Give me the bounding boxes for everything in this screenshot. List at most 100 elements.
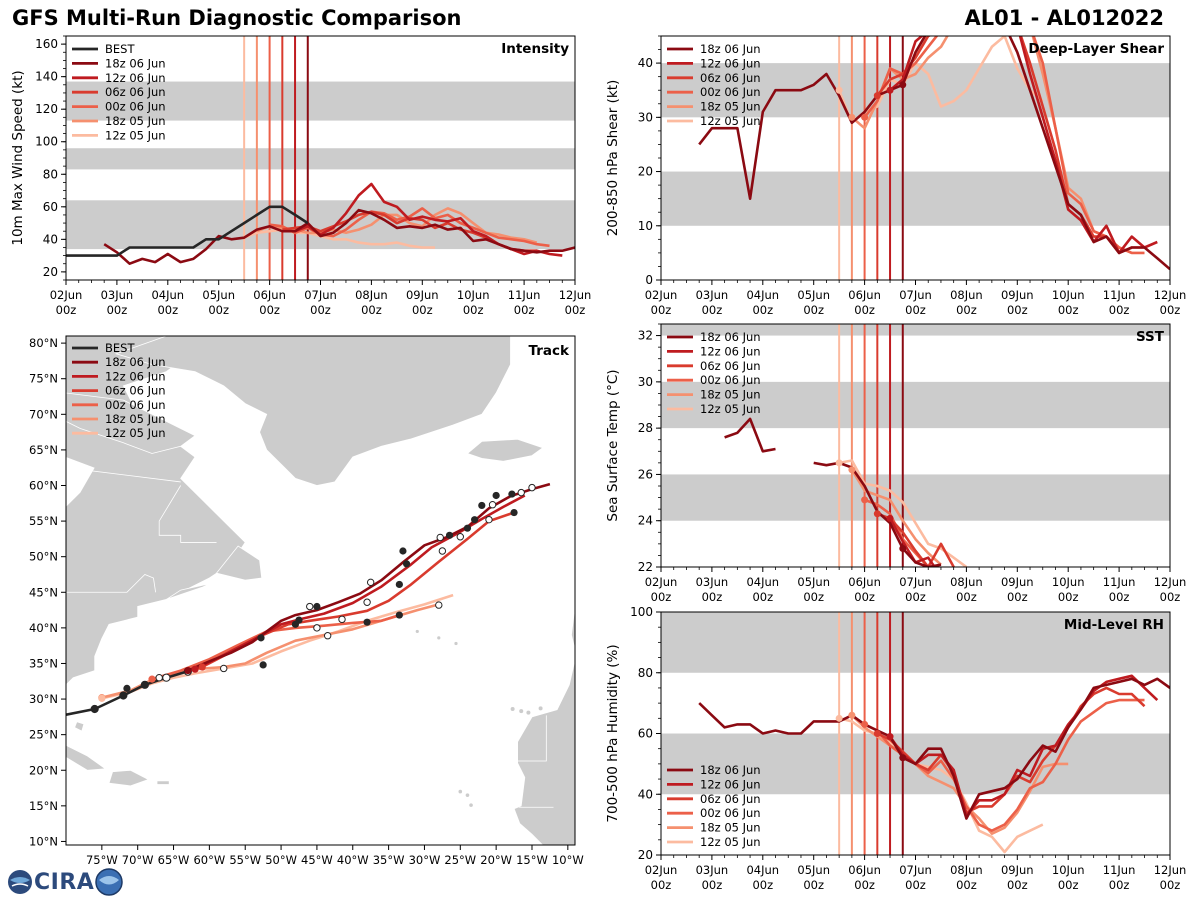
- x-tick-label: 03Jun: [696, 863, 729, 877]
- init-point: [861, 720, 869, 728]
- y-axis-label: 700-500 hPa Humidity (%): [605, 644, 621, 822]
- best-track-point: [119, 691, 128, 700]
- init-point: [886, 733, 894, 741]
- bahamas: [74, 721, 85, 732]
- globe-icon: [8, 870, 32, 894]
- panel-intensity: 2040608010012014016002Jun00z03Jun00z04Ju…: [10, 35, 592, 317]
- w-sahara-border: [517, 715, 547, 762]
- track-point-open: [306, 602, 314, 611]
- lon-tick-label: 40°W: [337, 853, 369, 867]
- x-tick-sublabel: 00z: [412, 303, 433, 317]
- x-tick-sublabel: 00z: [803, 878, 824, 892]
- track-point-open: [220, 664, 228, 673]
- x-tick-sublabel: 00z: [905, 303, 926, 317]
- init-point: [835, 459, 843, 467]
- series-12z-06-Jun: [889, 36, 1158, 255]
- track-point-open: [313, 624, 321, 632]
- lon-tick-label: 65°W: [158, 853, 190, 867]
- x-tick-sublabel: 00z: [752, 878, 773, 892]
- x-tick-label: 06Jun: [848, 288, 881, 302]
- track-point-open: [366, 578, 375, 587]
- legend-label: 06z 06 Jun: [700, 792, 761, 806]
- legend-label: 12z 06 Jun: [700, 56, 761, 70]
- init-point: [873, 510, 881, 518]
- panel-sst: 22242628303202Jun00z03Jun00z04Jun00z05Ju…: [605, 323, 1186, 604]
- x-tick-label: 09Jun: [1001, 288, 1034, 302]
- track-point-open: [528, 483, 536, 492]
- x-tick-sublabel: 00z: [565, 303, 586, 317]
- x-tick-sublabel: 00z: [1109, 878, 1130, 892]
- legend-label: 06z 06 Jun: [105, 384, 166, 398]
- series-12z-05-Jun: [243, 228, 435, 249]
- track-start-point: [191, 665, 199, 673]
- legend-label: 06z 06 Jun: [700, 71, 761, 85]
- x-tick-sublabel: 00z: [651, 590, 672, 604]
- y-tick-label: 100: [35, 135, 58, 149]
- init-point: [899, 754, 907, 762]
- x-tick-label: 12Jun: [1154, 863, 1187, 877]
- lat-tick-label: 50°N: [29, 550, 58, 564]
- legend-label: 00z 06 Jun: [700, 85, 761, 99]
- x-tick-label: 09Jun: [1001, 863, 1034, 877]
- x-tick-label: 10Jun: [1052, 575, 1085, 589]
- legend-label: 12z 06 Jun: [105, 71, 166, 85]
- legend-label: 18z 06 Jun: [105, 355, 166, 369]
- cape-verde-island: [469, 803, 473, 807]
- track-point-open: [155, 674, 163, 682]
- x-tick-sublabel: 00z: [854, 590, 875, 604]
- x-tick-label: 07Jun: [899, 863, 932, 877]
- track-point-open: [485, 515, 493, 524]
- y-tick-label: 0: [645, 273, 653, 287]
- panel-title: Track: [529, 343, 570, 359]
- x-tick-sublabel: 00z: [651, 878, 672, 892]
- legend-label: 18z 06 Jun: [700, 42, 761, 56]
- y-tick-label: 160: [35, 37, 58, 51]
- track-point-filled: [313, 602, 321, 611]
- x-tick-label: 08Jun: [355, 288, 388, 302]
- x-tick-sublabel: 00z: [854, 303, 875, 317]
- track-point-open: [438, 547, 447, 555]
- init-point: [886, 514, 894, 522]
- panel-shear: 01020304002Jun00z03Jun00z04Jun00z05Jun00…: [605, 35, 1186, 317]
- x-tick-label: 07Jun: [899, 575, 932, 589]
- legend-label: 00z 06 Jun: [105, 100, 166, 114]
- track-point-filled: [295, 616, 303, 624]
- x-tick-sublabel: 00z: [463, 303, 484, 317]
- x-tick-label: 05Jun: [202, 288, 235, 302]
- x-tick-label: 03Jun: [696, 288, 729, 302]
- iberia: [570, 600, 575, 658]
- track-point-filled: [510, 508, 518, 517]
- lat-tick-label: 20°N: [29, 763, 58, 777]
- track-start-point: [148, 675, 156, 683]
- best-track-point: [140, 680, 149, 689]
- x-tick-sublabel: 00z: [905, 590, 926, 604]
- y-tick-label: 20: [43, 265, 58, 279]
- x-tick-label: 04Jun: [746, 863, 779, 877]
- series-BEST: [66, 205, 309, 257]
- x-tick-label: 05Jun: [797, 575, 830, 589]
- lon-tick-label: 50°W: [265, 853, 297, 867]
- track-point-filled: [402, 560, 411, 568]
- y-tick-label: 40: [638, 787, 653, 801]
- canary-island: [526, 710, 531, 715]
- province-border: [66, 467, 181, 483]
- y-tick-label: 22: [638, 560, 653, 574]
- x-tick-label: 11Jun: [1103, 863, 1136, 877]
- hudson-bay: [66, 457, 95, 507]
- legend-label: 18z 05 Jun: [700, 100, 761, 114]
- x-tick-label: 12Jun: [559, 288, 592, 302]
- puerto-rico: [156, 780, 170, 785]
- y-tick-label: 40: [43, 232, 58, 246]
- baffin-island: [66, 392, 196, 454]
- legend-label: 12z 05 Jun: [700, 114, 761, 128]
- y-tick-label: 28: [638, 421, 653, 435]
- y-tick-label: 24: [638, 514, 653, 528]
- legend-label: 18z 06 Jun: [700, 330, 761, 344]
- legend-label: 12z 06 Jun: [700, 344, 761, 358]
- logo-text: CIRA: [34, 869, 95, 895]
- track-point-open: [517, 488, 525, 497]
- panel-title: Intensity: [501, 41, 569, 57]
- lon-tick-label: 30°W: [409, 853, 441, 867]
- shaded-band-1: [661, 612, 1170, 673]
- y-tick-label: 26: [638, 467, 653, 481]
